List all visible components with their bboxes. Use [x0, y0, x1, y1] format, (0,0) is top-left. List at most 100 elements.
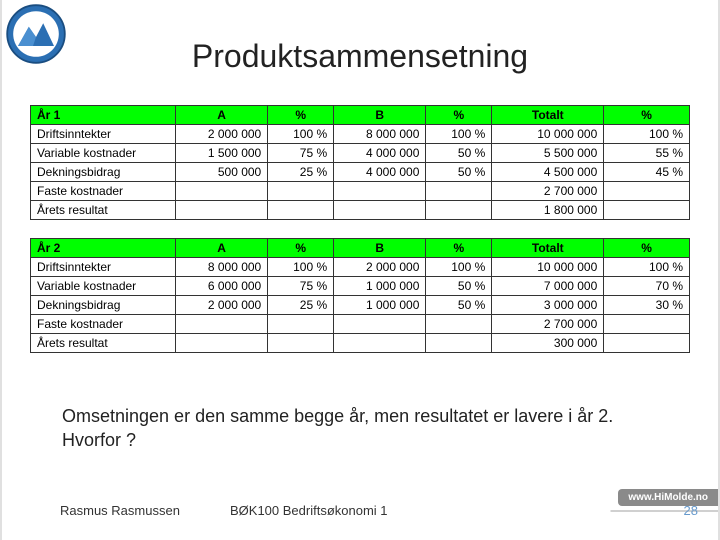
year-header: År 1 — [31, 106, 176, 125]
table-header-row: År 1 A % B % Totalt % — [31, 106, 690, 125]
cell-b — [334, 182, 426, 201]
table-body: Driftsinntekter2 000 000100 %8 000 00010… — [31, 125, 690, 220]
cell-b — [334, 315, 426, 334]
col-tpct: % — [604, 106, 690, 125]
cell-bpct: 50 % — [426, 163, 492, 182]
row-label: Variable kostnader — [31, 277, 176, 296]
table-year1: År 1 A % B % Totalt % Driftsinntekter2 0… — [30, 105, 690, 220]
cell-a — [175, 201, 267, 220]
brand-logo-icon — [6, 4, 66, 64]
col-b: B — [334, 239, 426, 258]
cell-tpct: 100 % — [604, 125, 690, 144]
cell-tpct — [604, 315, 690, 334]
page-title: Produktsammensetning — [2, 0, 718, 105]
table-row: Faste kostnader 2 700 000 — [31, 182, 690, 201]
cell-total: 10 000 000 — [492, 258, 604, 277]
table-row: Årets resultat 1 800 000 — [31, 201, 690, 220]
col-a: A — [175, 106, 267, 125]
row-label: Variable kostnader — [31, 144, 176, 163]
cell-tpct: 70 % — [604, 277, 690, 296]
cell-total: 2 700 000 — [492, 315, 604, 334]
cell-a: 8 000 000 — [175, 258, 267, 277]
cell-b: 2 000 000 — [334, 258, 426, 277]
cell-a — [175, 315, 267, 334]
footer: Rasmus Rasmussen BØK100 Bedriftsøkonomi … — [2, 492, 718, 522]
col-total: Totalt — [492, 106, 604, 125]
col-apct: % — [268, 239, 334, 258]
cell-apct — [268, 315, 334, 334]
cell-b — [334, 334, 426, 353]
row-label: Driftsinntekter — [31, 258, 176, 277]
table-body: Driftsinntekter8 000 000100 %2 000 00010… — [31, 258, 690, 353]
cell-a: 1 500 000 — [175, 144, 267, 163]
cell-apct — [268, 201, 334, 220]
row-label: Dekningsbidrag — [31, 296, 176, 315]
col-total: Totalt — [492, 239, 604, 258]
col-bpct: % — [426, 239, 492, 258]
cell-a: 2 000 000 — [175, 125, 267, 144]
col-a: A — [175, 239, 267, 258]
course-code: BØK100 Bedriftsøkonomi 1 — [230, 503, 388, 518]
cell-bpct: 100 % — [426, 258, 492, 277]
cell-bpct: 50 % — [426, 144, 492, 163]
cell-tpct — [604, 201, 690, 220]
cell-apct: 75 % — [268, 144, 334, 163]
cell-total: 300 000 — [492, 334, 604, 353]
cell-apct: 100 % — [268, 258, 334, 277]
cell-bpct — [426, 182, 492, 201]
cell-apct: 25 % — [268, 163, 334, 182]
table-row: Dekningsbidrag2 000 00025 %1 000 00050 %… — [31, 296, 690, 315]
cell-bpct: 50 % — [426, 296, 492, 315]
cell-tpct: 45 % — [604, 163, 690, 182]
cell-apct — [268, 334, 334, 353]
cell-a: 2 000 000 — [175, 296, 267, 315]
cell-b: 4 000 000 — [334, 144, 426, 163]
cell-tpct: 100 % — [604, 258, 690, 277]
cell-tpct: 30 % — [604, 296, 690, 315]
cell-bpct: 100 % — [426, 125, 492, 144]
row-label: Årets resultat — [31, 334, 176, 353]
slide: Produktsammensetning År 1 A % B % Totalt… — [0, 0, 720, 540]
table-row: Driftsinntekter2 000 000100 %8 000 00010… — [31, 125, 690, 144]
cell-bpct: 50 % — [426, 277, 492, 296]
cell-tpct — [604, 182, 690, 201]
cell-total: 7 000 000 — [492, 277, 604, 296]
cell-bpct — [426, 201, 492, 220]
row-label: Driftsinntekter — [31, 125, 176, 144]
cell-tpct — [604, 334, 690, 353]
cell-apct: 25 % — [268, 296, 334, 315]
cell-a — [175, 334, 267, 353]
cell-tpct: 55 % — [604, 144, 690, 163]
tables-container: År 1 A % B % Totalt % Driftsinntekter2 0… — [2, 105, 718, 353]
table-row: Driftsinntekter8 000 000100 %2 000 00010… — [31, 258, 690, 277]
table-year2: År 2 A % B % Totalt % Driftsinntekter8 0… — [30, 238, 690, 353]
cell-b: 1 000 000 — [334, 277, 426, 296]
cell-apct — [268, 182, 334, 201]
cell-b — [334, 201, 426, 220]
cell-total: 4 500 000 — [492, 163, 604, 182]
cell-a: 6 000 000 — [175, 277, 267, 296]
author-name: Rasmus Rasmussen — [60, 503, 180, 518]
cell-bpct — [426, 334, 492, 353]
cell-a — [175, 182, 267, 201]
row-label: Årets resultat — [31, 201, 176, 220]
col-tpct: % — [604, 239, 690, 258]
row-label: Dekningsbidrag — [31, 163, 176, 182]
cell-total: 2 700 000 — [492, 182, 604, 201]
col-b: B — [334, 106, 426, 125]
table-row: Variable kostnader6 000 00075 %1 000 000… — [31, 277, 690, 296]
cell-apct: 75 % — [268, 277, 334, 296]
table-row: Variable kostnader1 500 00075 %4 000 000… — [31, 144, 690, 163]
cell-total: 1 800 000 — [492, 201, 604, 220]
year-header: År 2 — [31, 239, 176, 258]
cell-total: 3 000 000 — [492, 296, 604, 315]
table-row: Faste kostnader 2 700 000 — [31, 315, 690, 334]
cell-b: 4 000 000 — [334, 163, 426, 182]
cell-apct: 100 % — [268, 125, 334, 144]
table-row: Årets resultat 300 000 — [31, 334, 690, 353]
table-row: Dekningsbidrag500 00025 %4 000 00050 %4 … — [31, 163, 690, 182]
row-label: Faste kostnader — [31, 315, 176, 334]
row-label: Faste kostnader — [31, 182, 176, 201]
cell-b: 1 000 000 — [334, 296, 426, 315]
cell-total: 10 000 000 — [492, 125, 604, 144]
